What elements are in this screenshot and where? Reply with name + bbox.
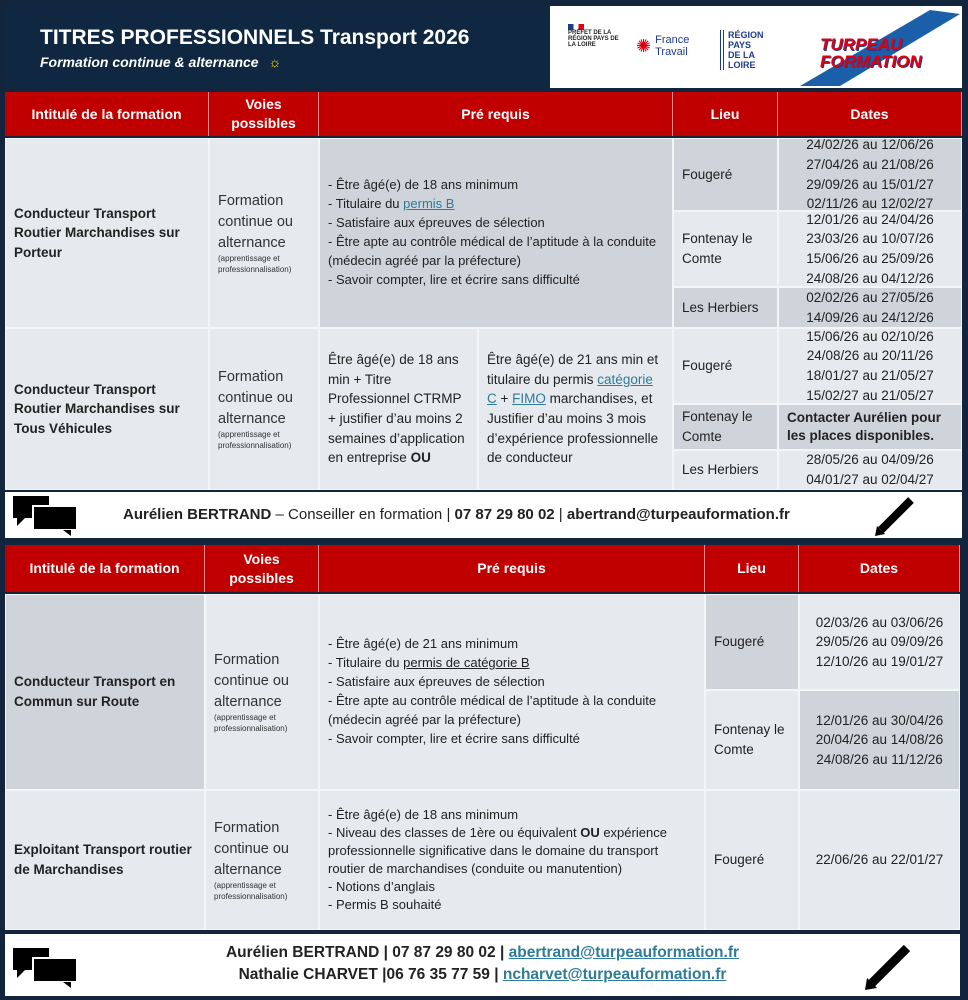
pencil-icon bbox=[863, 942, 913, 996]
lightbulb-icon: ☼ bbox=[268, 54, 282, 70]
lieu-cell: Fontenay le Comte bbox=[673, 404, 778, 450]
formation-title: Conducteur Transport Routier Marchandise… bbox=[5, 328, 209, 490]
contact-email-link[interactable]: abertrand@turpeauformation.fr bbox=[508, 944, 740, 961]
contact-email[interactable]: abertrand@turpeauformation.fr bbox=[566, 506, 790, 523]
header-banner: TITRES PROFESSIONNELS Transport 2026 For… bbox=[6, 6, 550, 88]
page-subtitle: Formation continue & alternance bbox=[40, 54, 259, 70]
contact-phone[interactable]: | 07 87 29 80 02 | bbox=[383, 944, 505, 961]
voies-cell: Formation continue ou alternance (apprent… bbox=[205, 790, 319, 930]
page-title: TITRES PROFESSIONNELS Transport 2026 bbox=[40, 26, 470, 49]
lieu-cell: Les Herbiers bbox=[673, 450, 778, 490]
prerequis-cell: - Être âgé(e) de 18 ans minimum - Niveau… bbox=[319, 790, 705, 930]
lieu-cell: Les Herbiers bbox=[673, 287, 778, 328]
contact-bar: Aurélien BERTRAND | 07 87 29 80 02 | abe… bbox=[5, 934, 960, 996]
prerequis-cell-b: Être âgé(e) de 21 ans min et titulaire d… bbox=[478, 328, 673, 490]
col-header-voies: Voies possibles bbox=[205, 545, 319, 592]
contact-name: Nathalie CHARVET bbox=[238, 965, 378, 983]
col-header-voies: Voies possibles bbox=[209, 92, 319, 136]
prefet-logo: PRÉFET DE LA RÉGION PAYS DE LA LOIRE bbox=[568, 24, 628, 48]
formation-title: Conducteur Transport Routier Marchandise… bbox=[5, 138, 209, 328]
voies-cell: Formation continue ou alternance (apprent… bbox=[209, 328, 319, 490]
logos-area: PRÉFET DE LA RÉGION PAYS DE LA LOIRE ✺ Fr… bbox=[550, 6, 962, 88]
col-header-dates: Dates bbox=[778, 92, 962, 136]
dates-cell: 02/03/26 au 03/06/26 29/05/26 au 09/09/26… bbox=[799, 594, 960, 690]
voies-cell: Formation continue ou alternance (apprent… bbox=[209, 138, 319, 328]
pencil-icon bbox=[873, 494, 917, 540]
formation-title: Exploitant Transport routier de Marchand… bbox=[5, 790, 205, 930]
availability-note: Contacter Aurélien pour les places dispo… bbox=[778, 404, 962, 450]
contact-name: Aurélien BERTRAND bbox=[225, 944, 380, 961]
prerequis-cell-a: Être âgé(e) de 18 ans min + Titre Profes… bbox=[319, 328, 478, 490]
col-header-intitule: Intitulé de la formation bbox=[5, 545, 205, 592]
dates-cell: 22/06/26 au 22/01/27 bbox=[799, 790, 960, 930]
dates-cell: 24/02/26 au 12/06/26 27/04/26 au 21/08/26… bbox=[778, 137, 962, 211]
contact-bar: Aurélien BERTRAND – Conseiller en format… bbox=[5, 492, 962, 538]
permis-c-b-link[interactable]: permis de catégorie B bbox=[403, 655, 530, 671]
col-header-lieu: Lieu bbox=[705, 545, 799, 592]
chat-bubbles-icon bbox=[11, 494, 81, 536]
contact-phone[interactable]: 07 87 29 80 02 bbox=[454, 506, 555, 523]
categorie-c-link[interactable]: catégorie C bbox=[487, 371, 653, 407]
contact-name: Aurélien BERTRAND bbox=[123, 506, 272, 523]
lieu-cell: Fontenay le Comte bbox=[705, 690, 799, 790]
lieu-cell: Fougeré bbox=[673, 138, 778, 211]
prerequis-cell: - Être âgé(e) de 21 ans minimum - Titula… bbox=[319, 594, 705, 790]
lieu-cell: Fougeré bbox=[673, 328, 778, 404]
voies-cell: Formation continue ou alternance (apprent… bbox=[205, 594, 319, 790]
col-header-dates: Dates bbox=[799, 545, 960, 592]
prerequis-cell: - Être âgé(e) de 18 ans minimum - Titula… bbox=[319, 138, 673, 328]
dates-cell: 28/05/26 au 04/09/26 04/01/27 au 02/04/27 bbox=[778, 450, 962, 490]
region-logo: RÉGION PAYS DE LA LOIRE bbox=[720, 30, 766, 70]
col-header-prerequis: Pré requis bbox=[319, 92, 673, 136]
contact-phone[interactable]: |06 76 35 77 59 | bbox=[382, 965, 499, 983]
contact-email-link[interactable]: ncharvet@turpeauformation.fr bbox=[502, 965, 727, 983]
col-header-lieu: Lieu bbox=[673, 92, 778, 136]
fimo-link[interactable]: FIMO bbox=[512, 391, 546, 407]
dates-cell: 12/01/26 au 30/04/26 20/04/26 au 14/08/26… bbox=[799, 690, 960, 790]
lieu-cell: Fougeré bbox=[705, 594, 799, 690]
lieu-cell: Fontenay le Comte bbox=[673, 211, 778, 287]
turpeau-logo: TURPEAU FORMATION bbox=[800, 10, 960, 86]
france-travail-logo: ✺ France Travail bbox=[636, 34, 690, 59]
dates-cell: 15/06/26 au 02/10/26 24/08/26 au 20/11/26… bbox=[778, 328, 962, 404]
permis-b-link[interactable]: permis B bbox=[403, 196, 455, 212]
col-header-prerequis: Pré requis bbox=[319, 545, 705, 592]
dates-cell: 12/01/26 au 24/04/26 23/03/26 au 10/07/26… bbox=[778, 211, 962, 287]
lieu-cell: Fougeré bbox=[705, 790, 799, 930]
formation-title: Conducteur Transport en Commun sur Route bbox=[5, 594, 205, 790]
dates-cell: 02/02/26 au 27/05/26 14/09/26 au 24/12/26 bbox=[778, 287, 962, 328]
chat-bubbles-icon bbox=[11, 946, 81, 988]
col-header-intitule: Intitulé de la formation bbox=[5, 92, 209, 136]
